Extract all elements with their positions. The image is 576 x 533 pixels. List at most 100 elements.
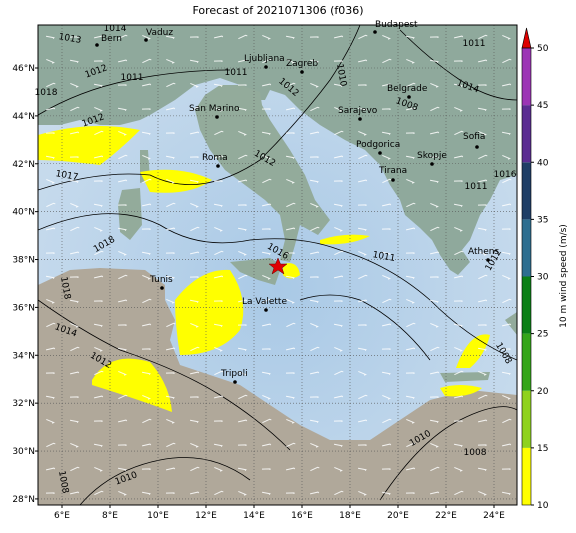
wind-barb [501,203,512,207]
wind-barb [333,275,344,279]
wind-barb [477,467,487,472]
x-tick-label: 22°E [435,511,457,521]
wind-patch [38,126,140,165]
wind-barb [285,107,296,111]
land [440,372,490,382]
wind-barb [214,130,224,136]
colorbar-tick-label: 20 [537,387,549,397]
wind-barb [501,348,511,350]
x-tick-label: 16°E [291,511,313,521]
wind-barb [261,491,271,496]
wind-barb [190,346,200,352]
city-dot [378,151,382,155]
wind-barb [309,371,320,375]
wind-barb [358,274,368,280]
wind-barb [429,131,440,135]
city-label: Vaduz [146,28,173,38]
wind-barb [334,250,344,256]
wind-barb [357,84,367,86]
wind-barb [166,178,175,184]
wind-barb [357,419,368,423]
map-area [38,25,517,505]
wind-barb [117,84,127,86]
wind-barb [286,418,295,424]
wind-barb [285,132,295,134]
wind-barb [357,204,367,206]
wind-patch [283,263,300,279]
wind-barb [70,346,80,352]
wind-barb [310,322,319,328]
wind-barb [94,490,104,496]
colorbar: 10 15 20 25 30 35 40 45 50 10 m wind speed (m/s) [521,27,569,511]
wind-barb [117,467,127,472]
city-dot [407,95,411,99]
isobar-label: 1011 [465,182,488,192]
wind-barb [429,251,440,255]
wind-barb [189,36,199,38]
wind-barb [357,444,367,446]
city-dot [300,70,304,74]
isobar-label: 1011 [225,68,248,78]
wind-barb [478,250,487,256]
wind-barb [406,82,416,88]
wind-barb [261,203,272,207]
isobar-label: 1016 [494,170,517,180]
wind-barb [358,34,368,40]
wind-barb [358,154,368,160]
wind-barb [429,396,439,398]
isobar-label: 1013 [58,32,82,46]
wind-barb [142,154,151,160]
wind-barb [261,371,271,376]
wind-barb [165,467,176,471]
wind-barb [189,396,199,398]
city-label: Sarajevo [338,106,378,116]
wind-barb [477,299,488,303]
wind-barb [93,155,104,159]
wind-barb [261,108,271,110]
wind-barb [477,204,487,206]
isobar [38,213,517,361]
wind-barb [142,34,151,40]
wind-barb [46,58,55,64]
wind-barb [477,227,487,232]
wind-barb [382,58,392,64]
isobar [38,299,291,451]
wind-barb [214,226,223,232]
wind-barb [309,251,320,255]
wind-barb [285,35,295,40]
wind-barb [429,419,439,424]
wind-barb [358,370,367,376]
wind-barb [190,82,199,88]
wind-barb [237,179,248,183]
wind-barb [262,154,271,160]
wind-barb [93,395,104,399]
wind-barb [93,443,103,448]
wind-barb [381,108,391,110]
colorbar-segment [522,276,531,334]
wind-barb [333,323,343,328]
wind-barb [357,107,367,112]
wind-barb [429,179,439,184]
wind-barb [430,226,440,232]
city-label: Bern [101,34,122,44]
wind-barb [382,394,391,400]
wind-barb [45,252,55,254]
wind-barb [430,322,439,328]
wind-barb [94,130,104,136]
wind-barb [69,419,79,424]
isobar [38,69,231,116]
wind-barb [453,203,463,208]
wind-barb [93,275,104,279]
wind-barb [117,299,128,303]
wind-barb [141,443,152,447]
wind-barb [118,130,127,136]
colorbar-tick-label: 40 [537,158,549,168]
wind-barb [381,371,391,376]
wind-barb [405,492,415,494]
wind-barb [333,35,344,39]
wind-barb [117,107,127,112]
wind-barb [309,36,319,38]
colorbar-segment [522,219,531,277]
wind-barb [382,34,391,40]
wind-barb [45,347,56,351]
